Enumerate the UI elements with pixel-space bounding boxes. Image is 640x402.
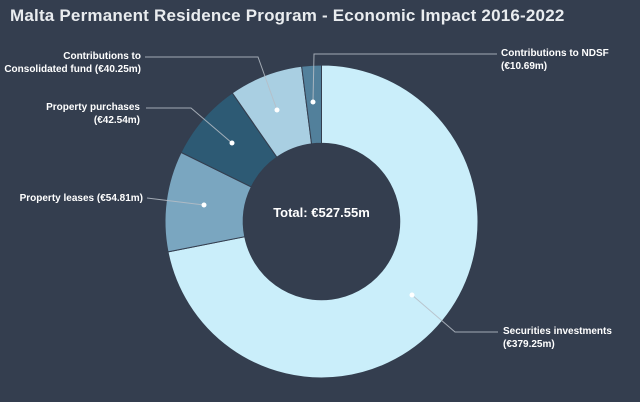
callout-consolidated-fund-line2: Consolidated fund (€40.25m) <box>4 64 141 75</box>
leader-securities <box>411 294 498 333</box>
donut-slices <box>164 64 479 379</box>
slice-contributions-to-ndsf[interactable] <box>301 64 322 145</box>
callout-securities-line2: (€379.25m) <box>503 339 555 350</box>
callout-ndsf: Contributions to NDSF (€10.69m) <box>501 47 609 73</box>
callout-dot-ndsf <box>310 99 316 105</box>
callout-property-purchases: Property purchases (€42.54m) <box>46 101 140 127</box>
callout-consolidated-fund-line1: Contributions to <box>63 51 141 62</box>
leader-ndsf <box>312 53 497 103</box>
leader-property-leases <box>146 197 205 206</box>
callout-property-purchases-line1: Property purchases <box>46 102 140 113</box>
leader-consolidated-fund <box>145 56 278 111</box>
callout-dot-property-purchases <box>229 140 235 146</box>
callout-dot-consolidated-fund <box>274 107 280 113</box>
leader-property-purchases <box>146 107 233 144</box>
callout-property-leases-line1: Property leases (€54.81m) <box>19 193 143 204</box>
callout-property-purchases-line2: (€42.54m) <box>93 115 140 126</box>
leader-lines <box>145 53 498 333</box>
callout-consolidated-fund: Contributions to Consolidated fund (€40.… <box>4 50 141 76</box>
callout-securities-line1: Securities investments <box>503 326 612 337</box>
callout-dot-securities <box>409 292 415 298</box>
total-value: €527.55m <box>311 205 370 220</box>
callout-ndsf-line2: (€10.69m) <box>501 61 548 72</box>
donut-center-total: Total: €527.55m <box>241 204 402 221</box>
slice-securities-investments[interactable] <box>167 64 479 379</box>
callout-securities: Securities investments (€379.25m) <box>503 325 612 351</box>
callout-property-leases: Property leases (€54.81m) <box>20 192 143 205</box>
total-label: Total: <box>273 205 308 220</box>
chart-title: Malta Permanent Residence Program - Econ… <box>10 6 565 25</box>
callout-dot-property-leases <box>201 202 207 208</box>
callout-ndsf-line1: Contributions to NDSF <box>501 48 609 59</box>
